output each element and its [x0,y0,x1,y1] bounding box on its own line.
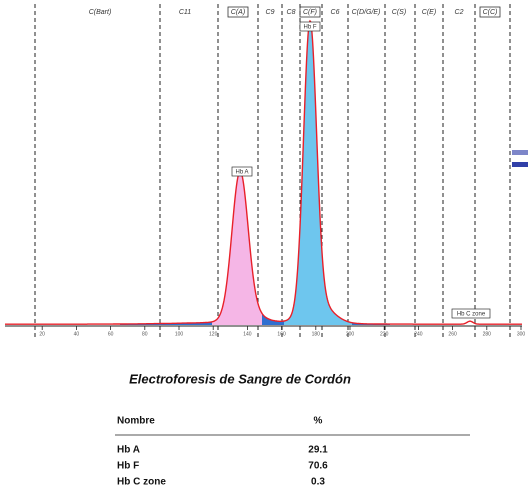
peak-label-boxes [232,22,490,318]
report-title: Electroforesis de Sangre de Cordón [129,371,351,386]
peak-label: Hb A [235,170,248,176]
zone-label: C9 [266,9,275,16]
table-header: Nombre [117,416,155,427]
tick-label: 280 [483,331,492,337]
tick-label: 20 [39,331,45,337]
tick-label: 120 [209,331,218,337]
zone-label: C(A) [231,9,245,16]
report: C(Bart) C11 C(A) C9 C8 C(F) C6 C(D/G/E) … [0,0,528,497]
tick-label: 300 [517,331,526,337]
zone-label: C11 [179,9,191,16]
peak-label: Hb C zone [457,312,486,318]
zone-label: C6 [331,9,340,16]
tick-label: 200 [346,331,355,337]
tick-label: 80 [142,331,148,337]
tick-label: 240 [414,331,423,337]
tick-label: 100 [175,331,184,337]
zone-label: C(F) [303,9,317,16]
table-header: % [314,416,323,427]
table-cell: Hb F [117,461,139,472]
table-cell: 29.1 [308,445,328,456]
peak-label: Hb F [303,25,316,31]
zone-label: C(D/G/E) [352,9,381,16]
table-cell: 70.6 [308,461,328,472]
tick-label: 60 [108,331,114,337]
table-cell: Hb C zone [117,477,166,488]
zone-label: C(Bart) [89,9,112,16]
tick-label: 160 [277,331,286,337]
tick-label: 180 [312,331,321,337]
tick-label: 140 [243,331,252,337]
dashed-dividers [35,4,510,340]
hb-a-fill [212,171,262,325]
zone-label: C8 [287,9,296,16]
gel-band [512,150,528,167]
zone-label: C2 [455,9,464,16]
table-cell: 0.3 [311,477,325,488]
electropherogram [5,21,522,325]
tick-label: 220 [380,331,389,337]
table-cell: Hb A [117,445,140,456]
zone-label: C(E) [422,9,436,16]
zone-label: C(C) [483,9,498,16]
curve-outline [5,21,522,324]
tick-label: 40 [74,331,80,337]
tick-label: 260 [448,331,457,337]
zone-label: C(S) [392,9,406,16]
